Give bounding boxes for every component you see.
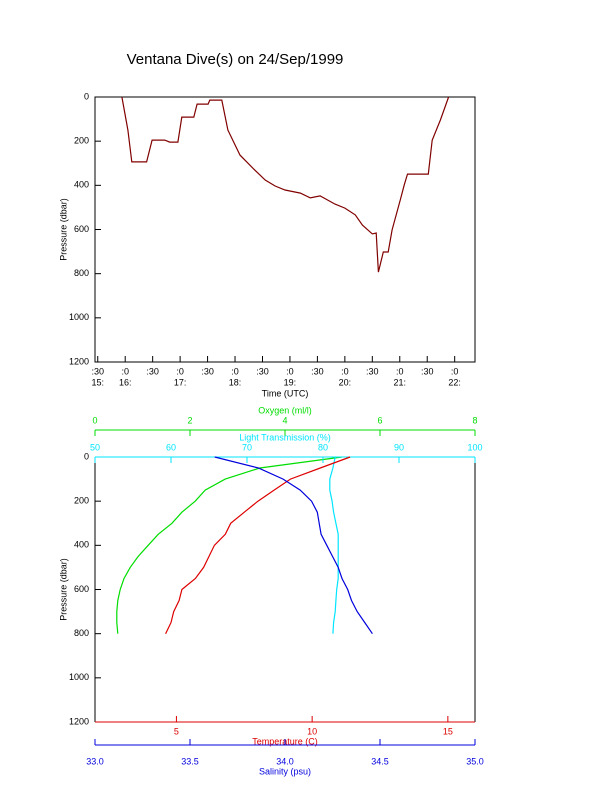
x-tick-label: 70	[242, 442, 252, 452]
y-axis-label: Pressure (dbar)	[58, 558, 68, 621]
x-tick-label: 6	[377, 415, 382, 425]
y-tick-label: 200	[74, 136, 89, 146]
axis-title: Light Transmission (%)	[239, 432, 331, 442]
x-tick-label: 34.0	[276, 756, 294, 766]
y-tick-label: 600	[74, 584, 89, 594]
x-tick-label: 10	[307, 726, 317, 736]
axis-title: Salinity (psu)	[259, 766, 311, 776]
x-tick-label: :30	[201, 366, 214, 376]
x-tick-label: :30	[256, 366, 269, 376]
y-axis-label: Pressure (dbar)	[58, 198, 68, 261]
y-tick-label: 400	[74, 540, 89, 550]
y-tick-label: 1000	[69, 672, 89, 682]
x-tick-hour-label: 22:	[448, 377, 461, 387]
x-tick-label: :0	[341, 366, 349, 376]
profile-line	[165, 456, 351, 634]
x-tick-hour-label: 16:	[119, 377, 132, 387]
x-tick-hour-label: 19:	[284, 377, 297, 387]
y-tick-label: 600	[74, 224, 89, 234]
x-tick-label: 2	[187, 415, 192, 425]
x-tick-label: :0	[231, 366, 239, 376]
x-tick-label: 5	[174, 726, 179, 736]
chart-title: Ventana Dive(s) on 24/Sep/1999	[127, 51, 344, 68]
y-tick-label: 800	[74, 268, 89, 278]
x-tick-hour-label: 17:	[174, 377, 187, 387]
x-tick-label: :0	[451, 366, 459, 376]
x-tick-hour-label: 15:	[91, 377, 104, 387]
profile-line	[214, 456, 373, 635]
x-tick-label: 33.0	[86, 756, 104, 766]
profile-line	[116, 456, 343, 634]
y-tick-label: 0	[84, 91, 89, 101]
x-tick-label: :0	[121, 366, 129, 376]
y-tick-label: 200	[74, 496, 89, 506]
x-tick-label: 90	[394, 442, 404, 452]
axis-title: Oxygen (ml/l)	[258, 405, 312, 415]
x-tick-label: :0	[286, 366, 294, 376]
x-tick-label: :30	[91, 366, 104, 376]
y-tick-label: 1200	[69, 716, 89, 726]
x-tick-label: :30	[146, 366, 159, 376]
x-tick-label: :0	[396, 366, 404, 376]
y-tick-label: 1200	[69, 356, 89, 366]
data-line	[121, 96, 450, 273]
y-tick-label: 1000	[69, 312, 89, 322]
x-tick-label: :30	[421, 366, 434, 376]
x-tick-label: :30	[311, 366, 324, 376]
x-tick-label: :0	[176, 366, 184, 376]
x-tick-label: 33.5	[181, 756, 199, 766]
x-tick-label: 80	[318, 442, 328, 452]
x-tick-label: 4	[282, 415, 287, 425]
y-tick-label: 800	[74, 628, 89, 638]
y-tick-label: 0	[84, 451, 89, 461]
x-tick-label: 0	[92, 415, 97, 425]
x-tick-label: 50	[90, 442, 100, 452]
profile-line	[329, 456, 339, 634]
x-tick-label: 100	[467, 442, 482, 452]
x-tick-label: :30	[366, 366, 379, 376]
y-tick-label: 400	[74, 180, 89, 190]
x-tick-hour-label: 18:	[229, 377, 242, 387]
x-tick-label: 35.0	[466, 756, 484, 766]
x-tick-label: 34.5	[371, 756, 389, 766]
x-tick-label: 60	[166, 442, 176, 452]
x-axis-label: Time (UTC)	[262, 388, 309, 398]
x-tick-label: 8	[472, 415, 477, 425]
x-tick-hour-label: 20:	[339, 377, 352, 387]
x-tick-hour-label: 21:	[394, 377, 407, 387]
x-tick-label: 15	[443, 726, 453, 736]
